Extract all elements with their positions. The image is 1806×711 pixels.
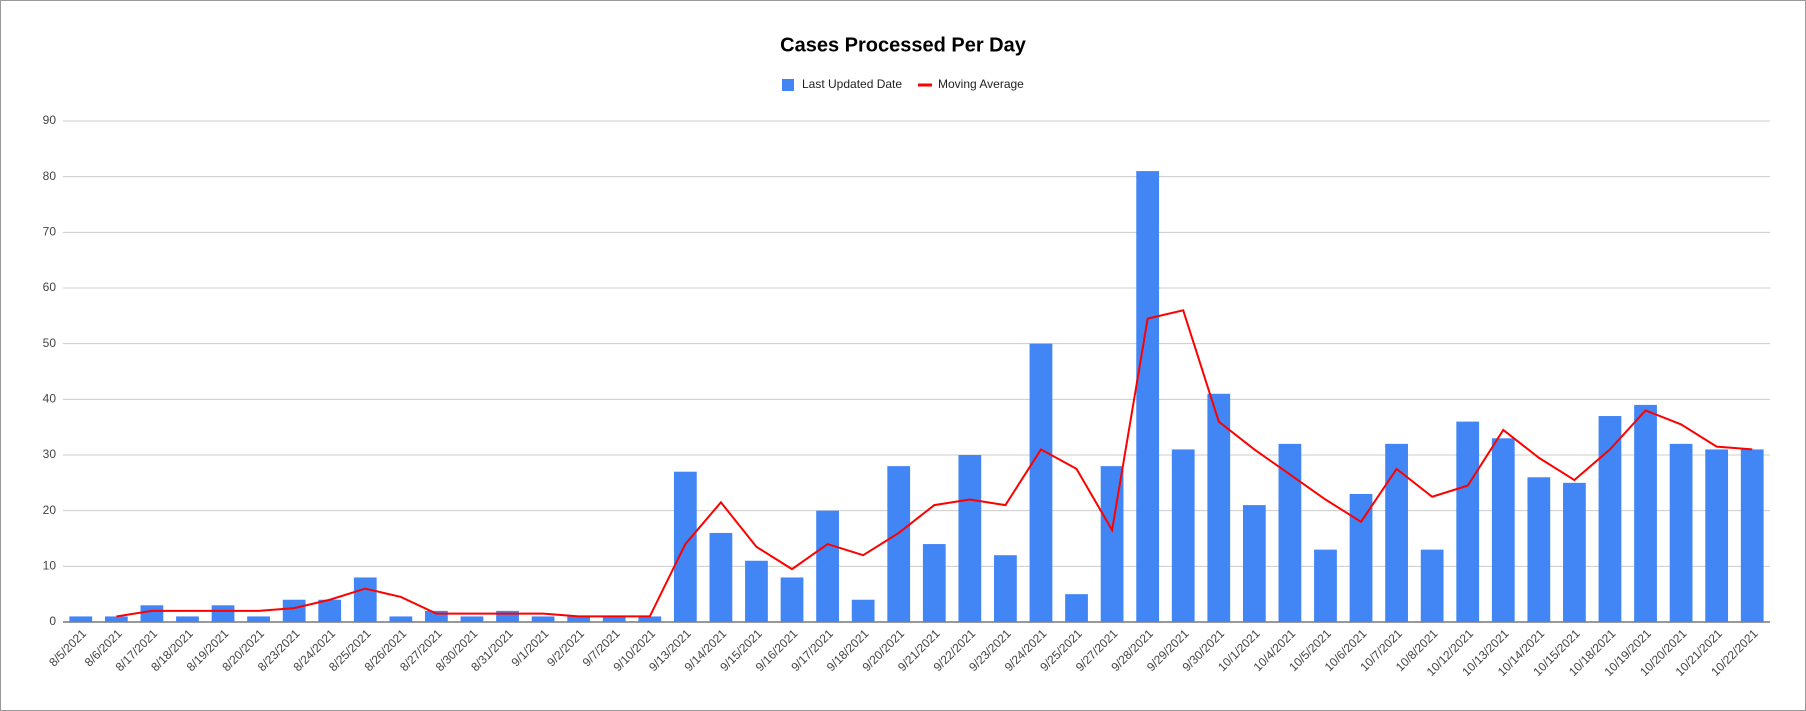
y-tick-label: 30 — [43, 447, 57, 461]
bar — [1385, 443, 1408, 622]
y-tick-label: 60 — [43, 280, 57, 294]
bar — [673, 471, 697, 622]
bar — [1563, 482, 1586, 622]
bar — [425, 610, 448, 622]
y-tick-label: 90 — [43, 113, 57, 127]
bar — [1314, 549, 1337, 622]
bar — [1456, 421, 1480, 622]
bar — [780, 577, 804, 622]
legend-label: Moving Average — [938, 77, 1024, 91]
bar — [211, 605, 235, 622]
y-tick-label: 20 — [43, 503, 57, 517]
bar — [496, 610, 519, 622]
bar — [104, 616, 128, 622]
y-tick-label: 70 — [43, 225, 57, 239]
bar — [318, 599, 342, 622]
line — [116, 309, 1753, 618]
bar — [1598, 416, 1622, 622]
bar — [745, 560, 768, 622]
bar — [389, 616, 413, 622]
y-tick-label: 40 — [43, 392, 57, 406]
y-tick-label: 10 — [43, 559, 57, 573]
bar — [1136, 171, 1160, 622]
y-tick-label: 0 — [49, 614, 56, 628]
bar — [851, 599, 875, 622]
bar — [531, 616, 555, 622]
bar — [1029, 343, 1053, 622]
bar — [1527, 477, 1551, 622]
bar — [176, 616, 199, 622]
bar — [602, 616, 626, 622]
bar — [282, 599, 306, 622]
bar — [994, 555, 1017, 622]
bar — [709, 532, 733, 622]
bar — [1207, 393, 1231, 622]
bar — [1740, 449, 1764, 622]
chart-title: Cases Processed Per Day — [780, 34, 1027, 56]
bar — [816, 510, 839, 622]
bar — [887, 466, 911, 622]
bar — [1420, 549, 1444, 622]
bar — [958, 455, 982, 622]
bar — [922, 544, 946, 622]
bar — [1349, 493, 1373, 622]
legend-swatch — [782, 79, 794, 91]
bar — [353, 577, 377, 622]
y-tick-label: 80 — [43, 169, 57, 183]
bar — [1100, 466, 1124, 622]
bar — [638, 616, 662, 622]
legend-label: Last Updated Date — [802, 77, 902, 91]
bar — [1171, 449, 1195, 622]
bar — [1065, 594, 1088, 622]
bar — [460, 616, 484, 622]
bar — [140, 605, 164, 622]
bar — [247, 616, 270, 622]
bar — [69, 616, 93, 622]
bar — [1278, 443, 1302, 622]
bar — [1705, 449, 1729, 622]
bar — [567, 616, 591, 622]
bar — [1491, 438, 1515, 622]
y-tick-label: 50 — [43, 336, 57, 350]
bar — [1669, 443, 1693, 622]
bar — [1634, 404, 1657, 622]
bar — [1242, 505, 1266, 622]
